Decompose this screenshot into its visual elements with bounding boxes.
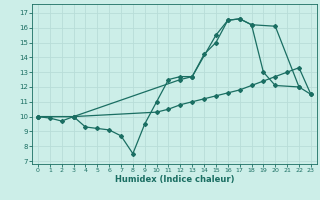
X-axis label: Humidex (Indice chaleur): Humidex (Indice chaleur) [115, 175, 234, 184]
